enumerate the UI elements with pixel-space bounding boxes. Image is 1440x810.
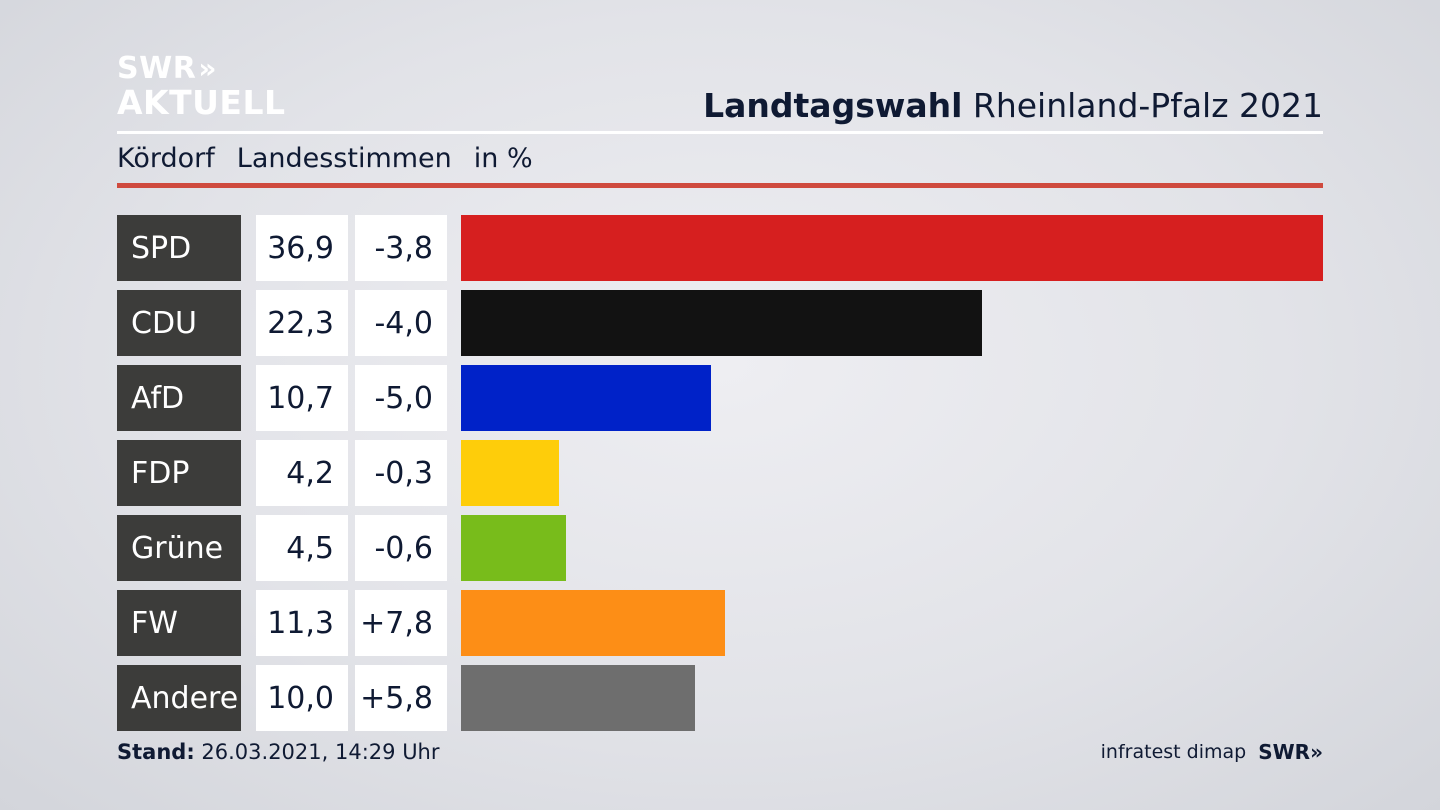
- party-label: Grüne: [117, 515, 241, 581]
- change-label: -0,6: [355, 515, 447, 581]
- chevron-right-icon: »: [1310, 740, 1323, 764]
- timestamp: Stand: 26.03.2021, 14:29 Uhr: [117, 740, 440, 764]
- value-label: 10,7: [256, 365, 348, 431]
- value-label: 4,5: [256, 515, 348, 581]
- party-label: Andere: [117, 665, 241, 731]
- party-label: FDP: [117, 440, 241, 506]
- swr-brand: SWR»: [1258, 740, 1323, 764]
- party-label: CDU: [117, 290, 241, 356]
- bar-row: Grüne 4,5 -0,6: [117, 515, 1323, 581]
- title-bold: Landtagswahl: [703, 86, 963, 125]
- subtitle-type: Landesstimmen: [236, 143, 452, 174]
- chart-subtitle: Kördorf Landesstimmen in %: [117, 143, 533, 174]
- party-label: AfD: [117, 365, 241, 431]
- subtitle-place: Kördorf: [117, 143, 215, 174]
- source-label: infratest dimap: [1100, 741, 1247, 763]
- change-label: +7,8: [355, 590, 447, 656]
- bar-row: Andere 10,0 +5,8: [117, 665, 1323, 731]
- bar-row: FDP 4,2 -0,3: [117, 440, 1323, 506]
- change-label: -0,3: [355, 440, 447, 506]
- value-label: 36,9: [256, 215, 348, 281]
- value-label: 22,3: [256, 290, 348, 356]
- bar: [461, 590, 725, 656]
- bar-row: FW 11,3 +7,8: [117, 590, 1323, 656]
- bar-row: CDU 22,3 -4,0: [117, 290, 1323, 356]
- change-label: -3,8: [355, 215, 447, 281]
- logo-aktuell-text: AKTUELL: [117, 83, 286, 122]
- chevron-right-icon: »: [198, 52, 216, 85]
- bar: [461, 215, 1323, 281]
- bar: [461, 665, 695, 731]
- bar-row: AfD 10,7 -5,0: [117, 365, 1323, 431]
- bar: [461, 365, 711, 431]
- value-label: 4,2: [256, 440, 348, 506]
- party-label: SPD: [117, 215, 241, 281]
- change-label: -4,0: [355, 290, 447, 356]
- bar-row: SPD 36,9 -3,8: [117, 215, 1323, 281]
- chart-title: Landtagswahl Rheinland-Pfalz 2021: [703, 86, 1323, 125]
- value-label: 11,3: [256, 590, 348, 656]
- bar: [461, 515, 566, 581]
- bar: [461, 440, 559, 506]
- accent-divider: [117, 183, 1323, 188]
- header-divider: [117, 131, 1323, 134]
- swr-aktuell-logo: SWR » AKTUELL: [117, 51, 286, 122]
- stand-label: Stand:: [117, 740, 195, 764]
- stand-value: 26.03.2021, 14:29 Uhr: [201, 740, 440, 764]
- change-label: -5,0: [355, 365, 447, 431]
- subtitle-unit: in %: [473, 143, 533, 174]
- logo-swr-text: SWR: [117, 51, 197, 86]
- change-label: +5,8: [355, 665, 447, 731]
- party-label: FW: [117, 590, 241, 656]
- value-label: 10,0: [256, 665, 348, 731]
- source-credit: infratest dimap SWR»: [1101, 740, 1323, 764]
- bar: [461, 290, 982, 356]
- title-rest: Rheinland-Pfalz 2021: [972, 86, 1323, 125]
